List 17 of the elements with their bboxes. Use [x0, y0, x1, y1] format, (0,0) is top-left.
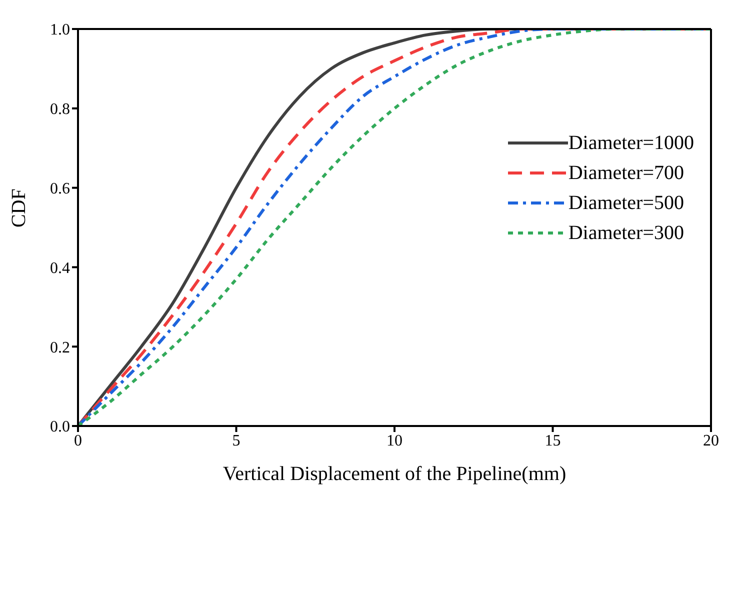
legend-label: Diameter=700 [568, 162, 684, 184]
x-tick-label: 5 [232, 432, 240, 450]
y-axis-title: CDF [8, 188, 30, 228]
legend-label: Diameter=500 [568, 192, 684, 214]
x-axis-title: Vertical Displacement of the Pipeline(mm) [222, 463, 566, 486]
x-tick-label: 20 [703, 432, 719, 450]
y-tick-label: 1.0 [50, 22, 70, 39]
y-tick-label: 0.6 [50, 180, 70, 198]
x-tick-label: 0 [74, 432, 82, 450]
y-tick-label: 0.4 [50, 260, 70, 277]
y-tick-label: 0.8 [50, 101, 70, 118]
legend-label: Diameter=1000 [568, 132, 694, 154]
y-tick-label: 0.0 [50, 418, 70, 436]
y-tick-label: 0.2 [50, 339, 70, 356]
legend-label: Diameter=300 [568, 222, 684, 244]
x-tick-label: 10 [386, 432, 402, 450]
x-tick-label: 15 [544, 432, 561, 450]
